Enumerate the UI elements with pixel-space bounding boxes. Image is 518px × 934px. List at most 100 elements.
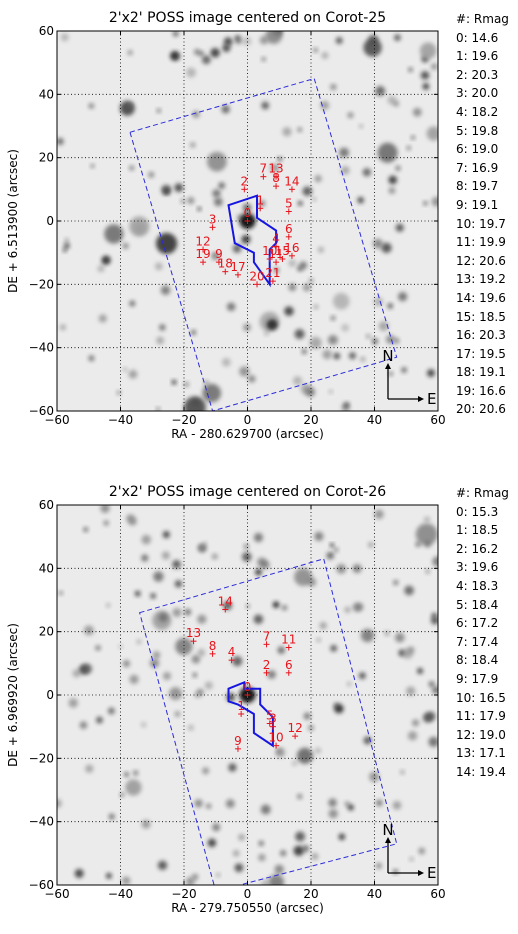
- field-star: [155, 262, 163, 271]
- field-star: [124, 772, 129, 777]
- x-tick-label: −60: [44, 887, 69, 901]
- star-label-1: 1: [256, 193, 264, 207]
- field-star: [257, 557, 267, 567]
- field-star: [426, 369, 435, 378]
- field-star: [180, 198, 186, 204]
- field-star: [316, 637, 321, 643]
- field-star: [338, 833, 346, 841]
- field-star: [238, 833, 246, 841]
- field-star: [141, 819, 151, 829]
- x-tick-label: −60: [44, 413, 69, 427]
- field-star: [275, 747, 286, 758]
- field-star: [186, 67, 196, 78]
- field-star: [288, 283, 297, 291]
- field-star: [129, 674, 139, 684]
- field-star: [415, 523, 438, 546]
- field-star: [297, 793, 303, 800]
- field-star: [185, 877, 195, 885]
- star-label-14: 14: [218, 595, 233, 609]
- field-star: [218, 182, 225, 189]
- field-star: [253, 614, 264, 625]
- field-star: [239, 366, 250, 377]
- field-star: [141, 554, 149, 562]
- field-star: [302, 283, 311, 292]
- field-star: [57, 798, 62, 808]
- field-star: [228, 763, 237, 772]
- field-star: [127, 49, 133, 56]
- star-label-10: 10: [262, 244, 277, 258]
- y-tick-label: 40: [39, 561, 54, 575]
- field-star: [234, 863, 244, 873]
- legend-entry: 11: 19.9: [456, 235, 506, 250]
- legend-entry: 19: 16.6: [456, 383, 506, 398]
- star-label-13: 13: [186, 626, 201, 640]
- field-star: [60, 33, 69, 42]
- star-label-8: 8: [209, 639, 217, 653]
- y-tick-label: 20: [39, 625, 54, 639]
- field-star: [260, 804, 271, 815]
- field-star: [119, 792, 125, 798]
- legend-entry: 1: 18.5: [456, 523, 499, 538]
- field-star: [412, 107, 422, 117]
- field-star: [344, 801, 350, 807]
- legend-entry: 14: 19.4: [456, 764, 506, 779]
- legend-entry: 7: 17.4: [456, 634, 499, 649]
- field-star: [428, 681, 435, 688]
- field-star: [162, 671, 172, 681]
- legend-entry: 10: 16.5: [456, 690, 506, 705]
- field-star: [207, 151, 227, 172]
- field-star: [326, 551, 335, 560]
- field-star: [417, 667, 424, 675]
- field-star: [358, 672, 366, 680]
- chart-title: 2'x2' POSS image centered on Corot-26: [109, 484, 386, 500]
- compass-east-head: [418, 396, 424, 402]
- y-tick-label: 60: [39, 24, 54, 38]
- field-star: [122, 367, 128, 372]
- field-star: [134, 590, 141, 597]
- star-label-3: 3: [269, 712, 277, 726]
- field-star: [395, 165, 401, 171]
- field-star: [347, 112, 354, 119]
- field-star: [330, 315, 336, 321]
- legend-entry: 3: 19.6: [456, 560, 499, 575]
- field-star: [335, 37, 343, 45]
- legend-entry: 3: 20.0: [456, 86, 499, 101]
- field-star: [430, 616, 438, 625]
- star-label-20: 20: [249, 269, 264, 283]
- y-axis-label: DE + 6.513900 (arcsec): [6, 149, 20, 293]
- y-tick-label: −40: [29, 341, 54, 355]
- field-star: [322, 349, 332, 360]
- field-star: [303, 712, 311, 720]
- x-tick-label: 20: [303, 887, 318, 901]
- field-star: [277, 646, 286, 654]
- star-label-9: 9: [215, 247, 223, 261]
- compass-east-label: E: [427, 864, 436, 882]
- field-star: [90, 164, 95, 169]
- field-star: [415, 541, 421, 547]
- y-tick-label: −60: [29, 878, 54, 892]
- field-star: [339, 147, 350, 158]
- field-star: [243, 543, 249, 549]
- field-star: [161, 551, 170, 560]
- field-star: [156, 108, 162, 113]
- x-tick-label: 0: [244, 413, 252, 427]
- field-star: [426, 126, 438, 141]
- field-star: [197, 206, 202, 211]
- legend-entry: 8: 19.7: [456, 179, 499, 194]
- star-label-10: 10: [268, 731, 283, 745]
- field-star: [203, 380, 209, 386]
- field-star: [393, 100, 400, 107]
- field-star: [261, 101, 270, 110]
- legend-entry: 7: 16.9: [456, 160, 499, 175]
- field-star: [153, 571, 164, 582]
- field-star: [105, 603, 111, 608]
- field-star: [394, 632, 405, 643]
- field-star: [213, 197, 223, 207]
- field-star: [293, 845, 304, 856]
- field-star: [155, 232, 178, 255]
- field-star: [57, 137, 64, 146]
- field-star: [281, 604, 288, 611]
- star-label-4: 4: [272, 231, 280, 245]
- field-star: [64, 238, 69, 243]
- field-star: [375, 799, 383, 807]
